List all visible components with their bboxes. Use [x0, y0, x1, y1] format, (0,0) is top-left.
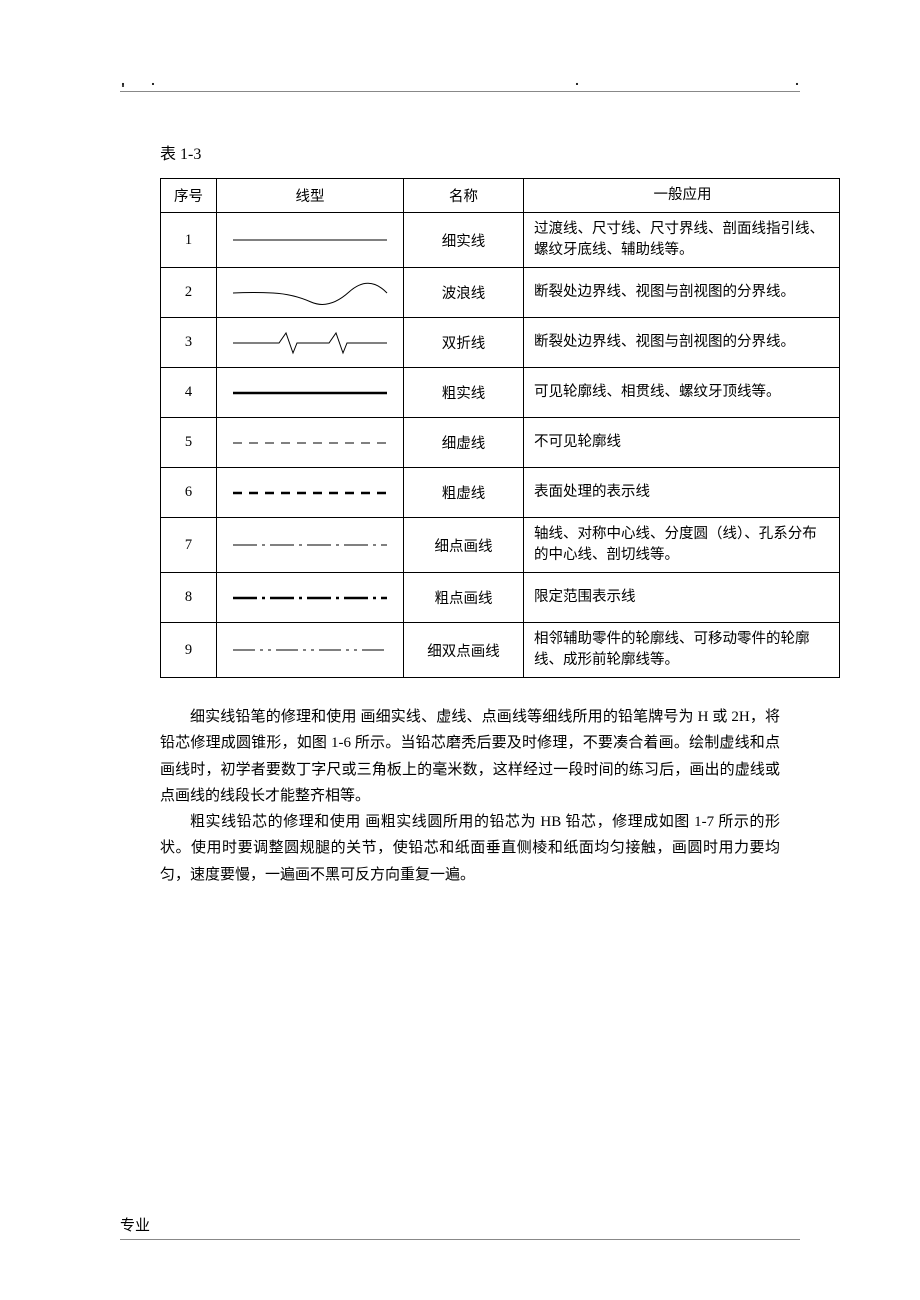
cell-seq: 7	[161, 518, 217, 573]
cell-line-sample	[217, 368, 404, 418]
cell-name: 细双点画线	[404, 623, 524, 678]
table-row: 1 细实线 过渡线、尺寸线、尺寸界线、剖面线指引线、螺纹牙底线、辅助线等。	[161, 213, 840, 268]
header-seq: 序号	[161, 179, 217, 213]
cell-line-sample	[217, 573, 404, 623]
table-row: 7 细点画线 轴线、对称中心线、分度圆（线）、孔系分布的中心线、剖切线等。	[161, 518, 840, 573]
header-rule: · · · ·	[120, 88, 800, 92]
table-row: 6 粗虚线 表面处理的表示线	[161, 468, 840, 518]
cell-line-sample	[217, 318, 404, 368]
cell-app: 相邻辅助零件的轮廓线、可移动零件的轮廓线、成形前轮廓线等。	[524, 623, 840, 678]
header-line: 线型	[217, 179, 404, 213]
line-sample-icon	[231, 280, 389, 306]
cell-app: 可见轮廓线、相贯线、螺纹牙顶线等。	[524, 368, 840, 418]
line-sample-icon	[231, 480, 389, 506]
cell-name: 双折线	[404, 318, 524, 368]
cell-app: 不可见轮廓线	[524, 418, 840, 468]
header-name: 名称	[404, 179, 524, 213]
cell-name: 波浪线	[404, 268, 524, 318]
dot-icon: ·	[574, 74, 580, 95]
table-row: 2 波浪线 断裂处边界线、视图与剖视图的分界线。	[161, 268, 840, 318]
line-sample-icon	[231, 380, 389, 406]
cell-line-sample	[217, 268, 404, 318]
line-sample-icon	[231, 585, 389, 611]
line-sample-icon	[231, 532, 389, 558]
cell-name: 细虚线	[404, 418, 524, 468]
cell-seq: 5	[161, 418, 217, 468]
table-caption: 表 1-3	[160, 140, 800, 164]
header-app: 一般应用	[524, 179, 840, 213]
cell-line-sample	[217, 623, 404, 678]
table-header-row: 序号 线型 名称 一般应用	[161, 179, 840, 213]
line-type-table: 序号 线型 名称 一般应用 1 细实线 过渡线、尺寸线、尺寸界线、剖面线指引线、…	[160, 178, 840, 678]
cell-seq: 4	[161, 368, 217, 418]
cell-line-sample	[217, 468, 404, 518]
line-sample-icon	[231, 637, 389, 663]
cell-name: 细实线	[404, 213, 524, 268]
cell-app: 轴线、对称中心线、分度圆（线）、孔系分布的中心线、剖切线等。	[524, 518, 840, 573]
line-sample-icon	[231, 430, 389, 456]
table-row: 9 细双点画线 相邻辅助零件的轮廓线、可移动零件的轮廓线、成形前轮廓线等。	[161, 623, 840, 678]
dot-icon: ·	[794, 74, 800, 95]
cell-name: 细点画线	[404, 518, 524, 573]
cell-app: 限定范围表示线	[524, 573, 840, 623]
body-text: 细实线铅笔的修理和使用 画细实线、虚线、点画线等细线所用的铅笔牌号为 H 或 2…	[160, 704, 780, 888]
cell-name: 粗实线	[404, 368, 524, 418]
cell-seq: 1	[161, 213, 217, 268]
paragraph: 粗实线铅芯的修理和使用 画粗实线圆所用的铅芯为 HB 铅芯，修理成如图 1-7 …	[160, 809, 780, 888]
line-sample-icon	[231, 227, 389, 253]
cell-line-sample	[217, 518, 404, 573]
cell-name: 粗虚线	[404, 468, 524, 518]
paragraph: 细实线铅笔的修理和使用 画细实线、虚线、点画线等细线所用的铅笔牌号为 H 或 2…	[160, 704, 780, 809]
cell-seq: 2	[161, 268, 217, 318]
cell-seq: 3	[161, 318, 217, 368]
line-sample-icon	[231, 330, 389, 356]
cell-line-sample	[217, 418, 404, 468]
cell-seq: 8	[161, 573, 217, 623]
table-row: 8 粗点画线 限定范围表示线	[161, 573, 840, 623]
footer-label: 专业	[120, 1214, 800, 1240]
cell-seq: 6	[161, 468, 217, 518]
cell-app: 断裂处边界线、视图与剖视图的分界线。	[524, 318, 840, 368]
cell-app: 表面处理的表示线	[524, 468, 840, 518]
table-row: 3 双折线 断裂处边界线、视图与剖视图的分界线。	[161, 318, 840, 368]
cell-line-sample	[217, 213, 404, 268]
table-body: 1 细实线 过渡线、尺寸线、尺寸界线、剖面线指引线、螺纹牙底线、辅助线等。 2 …	[161, 213, 840, 678]
page-container: · · · · 表 1-3 序号 线型 名称 一般应用 1 细实线 过渡线、尺寸…	[0, 0, 920, 938]
cell-app: 过渡线、尺寸线、尺寸界线、剖面线指引线、螺纹牙底线、辅助线等。	[524, 213, 840, 268]
dot-icon: ·	[120, 74, 126, 95]
cell-app: 断裂处边界线、视图与剖视图的分界线。	[524, 268, 840, 318]
table-row: 4 粗实线 可见轮廓线、相贯线、螺纹牙顶线等。	[161, 368, 840, 418]
dot-icon: ·	[150, 74, 156, 95]
cell-seq: 9	[161, 623, 217, 678]
table-row: 5 细虚线 不可见轮廓线	[161, 418, 840, 468]
cell-name: 粗点画线	[404, 573, 524, 623]
